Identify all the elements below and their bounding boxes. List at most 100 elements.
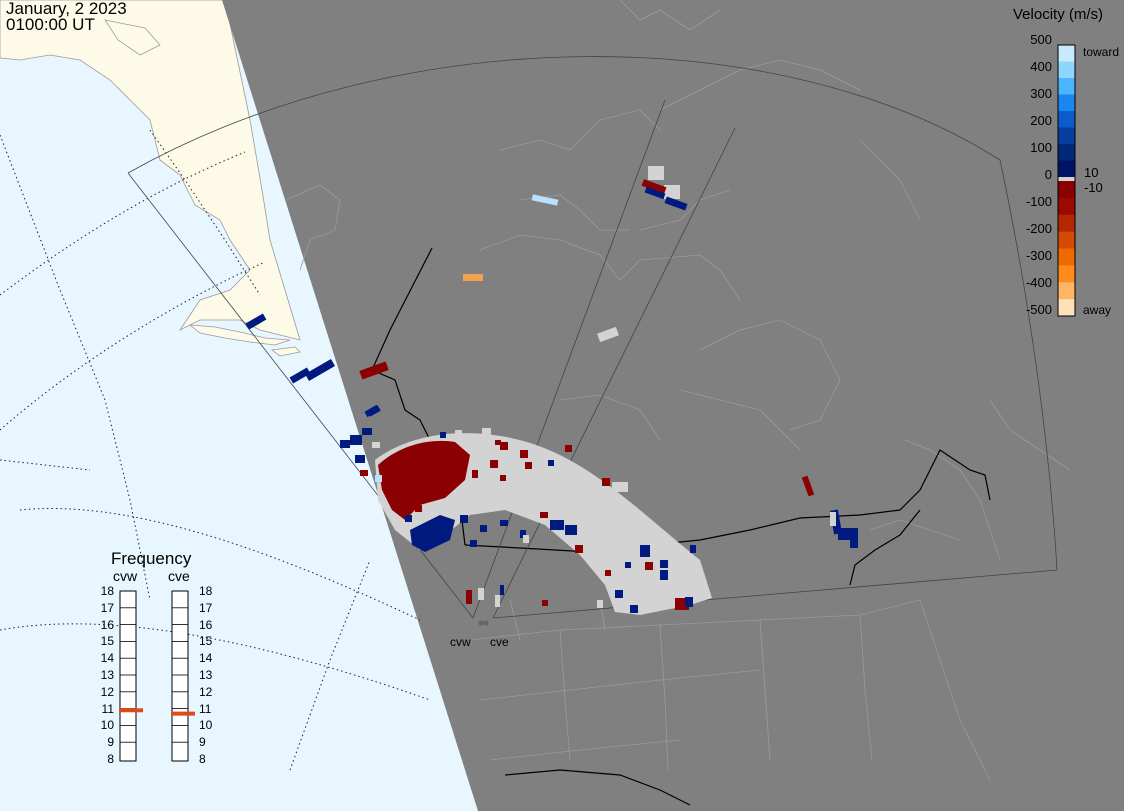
velocity-cell [420, 445, 428, 453]
velocity-cell [548, 460, 554, 466]
velocity-cell [565, 445, 572, 452]
scatter-cells [245, 166, 858, 615]
colorbar-tick: 200 [1030, 113, 1052, 128]
velocity-cell [565, 525, 577, 535]
frequency-tick: 9 [199, 735, 206, 750]
colorbar-swatch [1058, 61, 1075, 79]
velocity-cell [500, 585, 504, 595]
velocity-cell [440, 432, 446, 438]
velocity-cell [470, 540, 477, 547]
colorbar-swatch [1058, 181, 1075, 199]
colorbar-tick: 100 [1030, 140, 1052, 155]
colorbar-away-gradient [1058, 181, 1075, 317]
velocity-cell [605, 570, 611, 576]
frequency-gauge-cve [171, 590, 195, 762]
colorbar-tick: 400 [1030, 59, 1052, 74]
frequency-tick: 13 [100, 668, 114, 682]
colorbar-toward-label: toward [1083, 45, 1120, 59]
frequency-label-cvw: cvw [113, 568, 138, 584]
colorbar-away-label: away [1083, 303, 1112, 317]
frequency-tick: 12 [100, 684, 114, 699]
frequency-tick: 14 [199, 651, 213, 666]
velocity-cell [305, 359, 335, 381]
velocity-cell [602, 478, 610, 486]
colorbar-tick: 300 [1030, 86, 1052, 101]
colorbar-swatch [1058, 282, 1075, 300]
frequency-tick: 15 [199, 634, 213, 649]
colorbar-swatch [1058, 127, 1075, 145]
frequency-tick: 16 [199, 617, 213, 632]
velocity-cell [500, 520, 508, 526]
frequency-tick: 16 [100, 617, 114, 632]
velocity-cell [542, 600, 548, 606]
colorbar-swatch [1058, 214, 1075, 233]
velocity-cell [340, 440, 350, 448]
colorbar-swatch [1058, 78, 1075, 95]
velocity-cell [660, 570, 668, 580]
frequency-tick: 13 [199, 668, 213, 682]
frequency-indicator [119, 708, 143, 713]
frequency-tick: 9 [107, 735, 114, 750]
date-label: January, 2 2023 [6, 0, 127, 18]
velocity-cell [801, 475, 815, 497]
velocity-cell [520, 450, 528, 458]
colorbar-tick: -200 [1025, 221, 1052, 236]
velocity-cell [500, 475, 506, 481]
velocity-cluster-toward [410, 515, 455, 552]
ground-scatter-cell [664, 185, 680, 199]
colorbar-swatch [1058, 231, 1075, 249]
colorbar-swatch [1058, 299, 1075, 317]
colorbar-tick: -100 [1025, 194, 1052, 209]
frequency-tick: 17 [199, 600, 213, 615]
colorbar-swatch [1058, 160, 1075, 178]
colorbar-toward-gradient [1058, 45, 1075, 178]
colorbar-swatch [1058, 248, 1075, 266]
us-state-lines [469, 599, 991, 781]
velocity-cell [375, 475, 382, 482]
velocity-cell [360, 470, 368, 476]
coastlines [285, 0, 1071, 561]
frequency-tick: 10 [100, 718, 114, 733]
colorbar-swatch [1058, 144, 1075, 161]
colorbar-swatch [1058, 265, 1075, 283]
velocity-cell [540, 512, 548, 518]
alaska-daylit-land [0, 0, 301, 341]
frequency-gauges [119, 590, 195, 762]
frequency-title: Frequency [111, 549, 192, 568]
frequency-tick: 14 [100, 651, 114, 666]
frequency-tick: 17 [100, 600, 114, 615]
radar-site-cvw [478, 620, 484, 626]
colorbar-tick: -400 [1025, 275, 1052, 290]
velocity-cell [472, 470, 478, 478]
velocity-cell [641, 179, 667, 194]
frequency-tick: 8 [199, 752, 206, 766]
velocity-cell [460, 515, 468, 523]
velocity-cell [850, 528, 858, 548]
frequency-tick: 11 [101, 701, 114, 716]
colorbar-swatch [1058, 111, 1075, 128]
colorbar-tick: 500 [1030, 32, 1052, 47]
velocity-cell [525, 462, 532, 469]
velocity-cell [480, 525, 487, 532]
aleutian-islands [188, 324, 291, 346]
ground-scatter-cell [612, 482, 628, 492]
velocity-cell [644, 186, 666, 200]
frequency-label-cve: cve [168, 568, 190, 584]
colorbar-zero-band [1058, 177, 1075, 181]
frequency-tick: 11 [199, 701, 212, 716]
ground-scatter-cell [478, 588, 484, 600]
radar-fov-outlines [127, 56, 1058, 619]
velocity-cell [664, 196, 688, 211]
velocity-cell [359, 361, 389, 380]
velocity-cell [575, 545, 583, 553]
velocity-cell [640, 545, 650, 557]
colorbar-tick: -500 [1025, 302, 1052, 317]
frequency-tick: 12 [199, 684, 213, 699]
ground-scatter-cell [495, 595, 500, 607]
time-label: 0100:00 UT [6, 15, 95, 34]
ground-scatter-cell [455, 430, 462, 437]
ground-scatter-cell [482, 428, 491, 442]
velocity-cell [645, 562, 653, 570]
ground-scatter-cell [597, 600, 603, 608]
gauge-frame [119, 590, 137, 762]
